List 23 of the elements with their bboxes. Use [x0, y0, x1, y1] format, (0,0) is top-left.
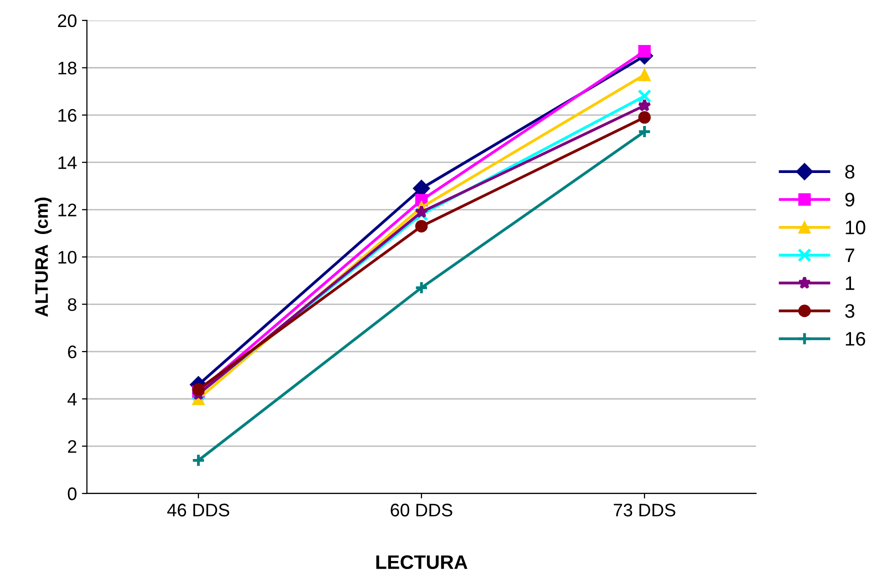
y-tick-label: 4 — [68, 392, 77, 406]
y-tick-label: 20 — [58, 14, 76, 28]
x-tick-label: 60 DDS — [390, 504, 452, 516]
x-axis-title: LECTURA — [376, 555, 468, 570]
legend-label: 3 — [845, 304, 854, 318]
y-tick-label: 12 — [58, 204, 76, 216]
legend-label: 7 — [845, 248, 854, 262]
x-tick-label: 73 DDS — [614, 504, 676, 516]
y-tick-label: 16 — [58, 108, 76, 122]
x-tick-label: 46 DDS — [167, 504, 230, 516]
y-tick-label: 10 — [58, 250, 76, 264]
y-tick-label: 6 — [68, 346, 76, 358]
legend-label: 16 — [846, 332, 866, 346]
y-axis-title: ALTURA (cm) — [34, 198, 52, 317]
legend-label: 1 — [846, 276, 854, 290]
legend-label: 10 — [846, 220, 866, 234]
y-tick-label: 8 — [68, 298, 76, 311]
y-tick-label: 18 — [58, 62, 76, 74]
y-tick-label: 2 — [68, 440, 76, 453]
legend-label: 8 — [845, 164, 854, 179]
legend-label: 9 — [845, 192, 854, 206]
y-tick-label: 0 — [68, 487, 76, 500]
y-tick-label: 14 — [58, 156, 77, 169]
